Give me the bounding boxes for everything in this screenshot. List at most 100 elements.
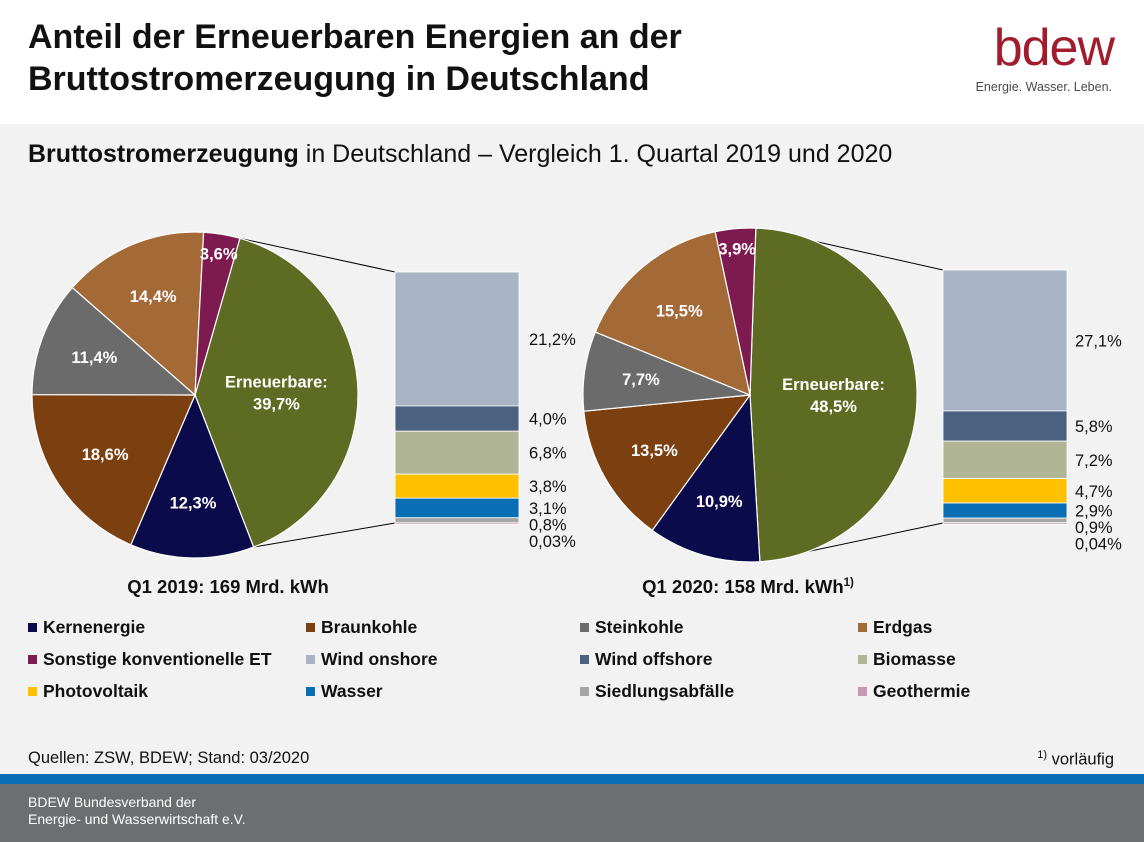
bar-segment-wasser [394,497,520,519]
legend-item-kernenergie: Kernenergie [28,615,145,639]
slice-label-erdgas: 14,4% [130,288,177,306]
subtitle-rest: in Deutschland – Vergleich 1. Quartal 20… [298,140,893,168]
legend-label: Wind offshore [595,648,713,669]
legend-swatch [28,654,37,664]
slice-steinkohle [31,286,197,396]
slice-kernenergie [651,393,761,563]
bdew-logo: bdew Energie. Wasser. Leben. [974,19,1115,100]
bar-segment-wind-offshore [942,410,1068,442]
legend-item-sonstige-konventionelle-et: Sonstige konventionelle ET [28,647,272,671]
legend-item-siedlungsabfaelle: Siedlungsabfälle [580,679,734,703]
legend-item-photovoltaik: Photovoltaik [28,679,148,703]
bar-label-wind-offshore: 5,8% [1075,418,1113,436]
logo-word: bdew [993,19,1115,77]
slice-label-sonstige-konventionelle-et: 3,6% [200,246,238,264]
legend-swatch [858,654,867,664]
legend-item-erdgas: Erdgas [858,615,932,639]
slice-label-steinkohle: 7,7% [622,371,660,389]
legend-swatch [306,654,315,664]
logo-slogan: Energie. Wasser. Leben. [975,80,1112,94]
legend-label: Wasser [321,680,383,701]
title-line-2: Bruttostromerzeugung in Deutschland [28,60,650,98]
legend-label: Geothermie [873,680,971,701]
slice-sonstige-konventionelle-et [714,227,757,396]
legend-item-braunkohle: Braunkohle [306,615,417,639]
slice-label-steinkohle: 11,4% [71,349,117,367]
org-line-1: BDEW Bundesverband der [28,794,197,810]
bar-label-wind-onshore: 27,1% [1075,332,1122,350]
legend-swatch [858,686,867,696]
bar-label-photovoltaik: 3,8% [529,478,567,496]
bar-segment-wasser [942,502,1068,519]
bar-label-wind-onshore: 21,2% [529,331,576,349]
bar-label-siedlungsabfaelle: 0,9% [1075,519,1113,537]
legend-swatch [580,622,589,632]
pie-charts: Erneuerbare: 39,7% 12,3% 18,6% 11,4% 14,4% 3,6… [31,227,1122,597]
chart-2: Erneuerbare: 48,5% 10,9% 13,5% 7,7% 15,5% 3,9%… [582,227,1122,597]
bar-segment-wind-onshore [394,271,520,407]
legend-label: Braunkohle [321,616,418,637]
bar-segment-photovoltaik [942,478,1068,504]
legend-label: Steinkohle [595,616,684,637]
legend-label: Siedlungsabfälle [595,680,735,701]
legend-label: Erdgas [873,616,933,637]
bar-segment-geothermie [942,522,1068,525]
slice-label-name: Erneuerbare: [782,376,885,394]
title-line-1: Anteil der Erneuerbaren Energien an der [28,18,682,56]
legend-item-steinkohle: Steinkohle [580,615,684,639]
slice-label-kernenergie: 12,3% [170,495,217,513]
footnote-text: vorläufig [1047,750,1114,769]
chart-caption: Q1 2019: 169 Mrd. kWh [127,576,329,597]
legend-item-wind-offshore: Wind offshore [580,647,712,671]
slice-sonstige-konventionelle-et [194,231,241,396]
slice-label-braunkohle: 18,6% [82,446,129,464]
bar-label-biomasse: 6,8% [529,445,567,463]
bar-label-photovoltaik: 4,7% [1075,483,1113,501]
connector-line-top [239,237,396,273]
legend-label: Sonstige konventionelle ET [43,648,272,669]
footnote: 1) vorläufig [1037,749,1114,770]
bar-segment-wind-offshore [394,405,520,432]
legend-label: Wind onshore [321,648,438,669]
footer-accent-bar [0,774,1144,784]
legend-swatch [28,686,37,696]
page-title: Anteil der Erneuerbaren Energien an der … [28,16,682,100]
legend-label: Photovoltaik [43,680,149,701]
slice-erneuerbare [749,227,918,563]
slice-erdgas [594,230,751,396]
bar-segment-biomasse [394,430,520,475]
legend-swatch [306,622,315,632]
footnote-marker: 1) [1037,749,1048,761]
slice-erdgas [71,231,205,397]
bar-segment-geothermie [394,522,520,525]
bar-segment-photovoltaik [394,473,520,499]
legend-label: Biomasse [873,648,956,669]
bar-segment-biomasse [942,440,1068,479]
bar-label-biomasse: 7,2% [1075,452,1113,470]
legend-item-wind-onshore: Wind onshore [306,647,438,671]
connector-line-bottom [253,522,396,548]
slice-label-value: 48,5% [810,398,857,416]
legend-swatch [28,622,37,632]
slice-label-erdgas: 15,5% [656,302,703,320]
bar-segment-siedlungsabfaelle [942,517,1068,524]
slice-kernenergie [130,393,255,559]
bar-segment-siedlungsabfaelle [394,517,520,524]
legend-swatch [580,686,589,696]
slice-label-value: 39,7% [253,395,300,413]
slice-label-braunkohle: 13,5% [631,442,678,460]
legend-swatch [580,654,589,664]
sources-text: Quellen: ZSW, BDEW; Stand: 03/2020 [28,749,310,767]
footer: BDEW Bundesverband der Energie- und Wass… [0,784,1144,842]
bar-label-wind-offshore: 4,0% [529,411,567,429]
legend-item-geothermie: Geothermie [858,679,970,703]
chart-caption-text: Q1 2019: 169 Mrd. kWh [127,576,329,597]
legend-swatch [858,622,867,632]
legend-item-wasser: Wasser [306,679,383,703]
legend: Kernenergie Braunkohle Steinkohle Erdgas Son… [28,615,1118,715]
header: Anteil der Erneuerbaren Energien an der … [0,0,1144,124]
org-line-2: Energie- und Wasserwirtschaft e.V. [28,811,246,827]
bar-label-siedlungsabfaelle: 0,8% [529,516,567,534]
chart-1: Erneuerbare: 39,7% 12,3% 18,6% 11,4% 14,4% 3,6… [31,231,576,597]
chart-subtitle: Bruttostromerzeugung in Deutschland – Ve… [28,138,892,170]
